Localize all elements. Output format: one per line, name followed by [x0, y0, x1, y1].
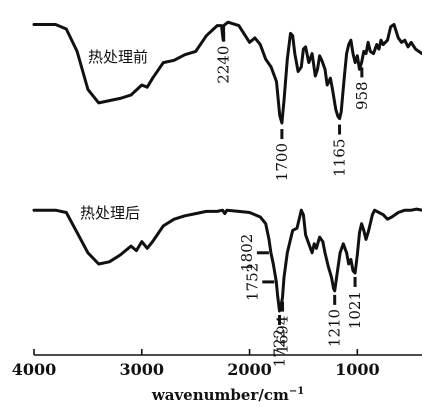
- x-tick-label: 1000: [335, 360, 380, 379]
- series-1: 热处理前 2240 1700 1165 958: [32, 20, 422, 181]
- series-line: [32, 20, 422, 125]
- peak-label: 1802: [238, 234, 256, 272]
- series-name-label: 热处理后: [80, 204, 140, 222]
- x-tick-label: 3000: [120, 360, 165, 379]
- peak-label: 1752: [243, 263, 261, 301]
- x-axis-label-superscript: −1: [289, 386, 304, 397]
- peak-label: 1700: [273, 143, 291, 181]
- x-axis: 4000 3000 2000 1000: [12, 349, 422, 379]
- series-name-label: 热处理前: [88, 48, 148, 66]
- peak-label: 1722: [271, 329, 289, 367]
- series-line: [32, 207, 422, 313]
- peak-label: 1165: [331, 139, 349, 177]
- x-tick-label: 4000: [12, 360, 57, 379]
- peak-label: 958: [353, 81, 371, 110]
- peak-label: 1210: [326, 309, 344, 347]
- x-axis-label-text: wavenumber/cm: [151, 386, 289, 404]
- peak-label: 2240: [215, 46, 233, 84]
- peak-label: 1021: [346, 291, 364, 329]
- x-tick-label: 2000: [227, 360, 272, 379]
- peak-label: 1694: [274, 316, 292, 354]
- x-axis-label: wavenumber/cm−1: [151, 386, 304, 404]
